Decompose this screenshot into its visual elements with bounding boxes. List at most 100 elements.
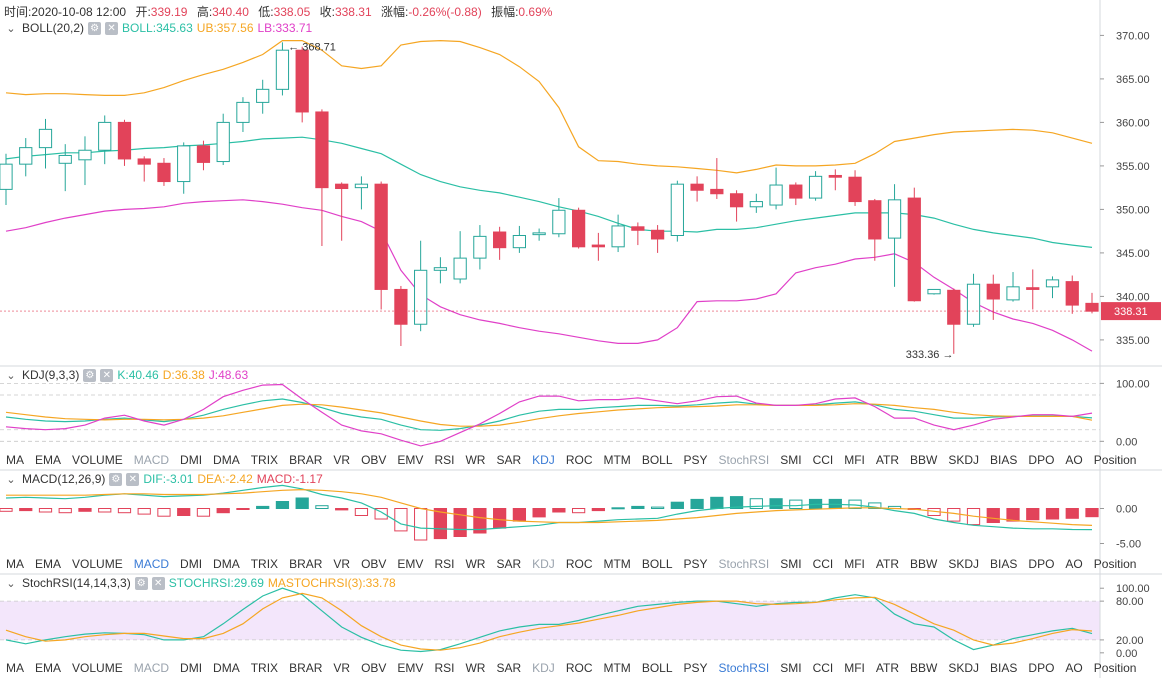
tab-position[interactable]: Position [1093,557,1137,571]
tab-mtm[interactable]: MTM [603,453,631,467]
tab-ma[interactable]: MA [6,661,24,675]
tab-emv[interactable]: EMV [397,453,424,467]
tab-atr[interactable]: ATR [875,453,900,467]
tab-macd[interactable]: MACD [133,557,170,571]
tab-skdj[interactable]: SKDJ [948,661,980,675]
tab-roc[interactable]: ROC [565,557,593,571]
tab-bias[interactable]: BIAS [990,557,1018,571]
tab-sar[interactable]: SAR [496,661,522,675]
tab-volume[interactable]: VOLUME [72,453,123,467]
tab-kdj[interactable]: KDJ [532,557,555,571]
close-icon[interactable]: ✕ [126,472,140,486]
tab-bbw[interactable]: BBW [910,661,938,675]
gear-icon[interactable]: ⚙ [109,472,123,486]
chevron-down-icon[interactable]: ⌄ [6,369,16,382]
tab-atr[interactable]: ATR [875,557,900,571]
tab-cci[interactable]: CCI [812,557,834,571]
tab-brar[interactable]: BRAR [289,557,323,571]
tab-ema[interactable]: EMA [35,557,62,571]
tab-smi[interactable]: SMI [780,557,802,571]
tab-atr[interactable]: ATR [875,661,900,675]
tab-stochrsi[interactable]: StochRSI [718,661,770,675]
tab-ma[interactable]: MA [6,453,24,467]
tab-rsi[interactable]: RSI [434,453,455,467]
gear-icon[interactable]: ⚙ [134,576,148,590]
tab-volume[interactable]: VOLUME [72,557,123,571]
tab-bbw[interactable]: BBW [910,557,938,571]
close-icon[interactable]: ✕ [151,576,165,590]
tab-mfi[interactable]: MFI [844,557,865,571]
tab-trix[interactable]: TRIX [250,661,279,675]
tab-obv[interactable]: OBV [361,557,387,571]
tab-dpo[interactable]: DPO [1028,661,1055,675]
tab-position[interactable]: Position [1093,661,1137,675]
close-icon[interactable]: ✕ [100,368,114,382]
chevron-down-icon[interactable]: ⌄ [6,22,16,35]
tab-dmi[interactable]: DMI [180,557,203,571]
tab-vr[interactable]: VR [333,557,351,571]
tab-stochrsi[interactable]: StochRSI [718,557,770,571]
tab-bbw[interactable]: BBW [910,453,938,467]
tab-ema[interactable]: EMA [35,661,62,675]
tab-stochrsi[interactable]: StochRSI [718,453,770,467]
tab-skdj[interactable]: SKDJ [948,453,980,467]
tab-boll[interactable]: BOLL [641,453,673,467]
tab-vr[interactable]: VR [333,453,351,467]
tab-dmi[interactable]: DMI [180,453,203,467]
tab-wr[interactable]: WR [465,557,486,571]
gear-icon[interactable]: ⚙ [83,368,97,382]
tab-rsi[interactable]: RSI [434,661,455,675]
tab-macd[interactable]: MACD [133,453,170,467]
chevron-down-icon[interactable]: ⌄ [6,473,16,486]
tab-mfi[interactable]: MFI [844,661,865,675]
tab-ao[interactable]: AO [1065,661,1083,675]
tab-position[interactable]: Position [1093,453,1137,467]
tab-brar[interactable]: BRAR [289,661,323,675]
tab-roc[interactable]: ROC [565,661,593,675]
chevron-down-icon[interactable]: ⌄ [6,577,16,590]
tab-dmi[interactable]: DMI [180,661,203,675]
tab-emv[interactable]: EMV [397,661,424,675]
tab-kdj[interactable]: KDJ [532,453,555,467]
tab-rsi[interactable]: RSI [434,557,455,571]
tab-cci[interactable]: CCI [812,453,834,467]
tab-dpo[interactable]: DPO [1028,453,1055,467]
close-icon[interactable]: ✕ [105,21,119,35]
tab-sar[interactable]: SAR [496,557,522,571]
tab-wr[interactable]: WR [465,453,486,467]
tab-ao[interactable]: AO [1065,557,1083,571]
tab-ao[interactable]: AO [1065,453,1083,467]
tab-emv[interactable]: EMV [397,557,424,571]
tab-trix[interactable]: TRIX [250,453,279,467]
gear-icon[interactable]: ⚙ [88,21,102,35]
tab-dpo[interactable]: DPO [1028,557,1055,571]
tab-psy[interactable]: PSY [683,661,708,675]
tab-skdj[interactable]: SKDJ [948,557,980,571]
tab-wr[interactable]: WR [465,661,486,675]
tab-boll[interactable]: BOLL [641,557,673,571]
tab-obv[interactable]: OBV [361,453,387,467]
tab-dma[interactable]: DMA [213,557,240,571]
tab-mfi[interactable]: MFI [844,453,865,467]
tab-dma[interactable]: DMA [213,661,240,675]
tab-boll[interactable]: BOLL [641,661,673,675]
tab-vr[interactable]: VR [333,661,351,675]
tab-psy[interactable]: PSY [683,453,708,467]
tab-macd[interactable]: MACD [133,661,170,675]
tab-sar[interactable]: SAR [496,453,522,467]
tab-ma[interactable]: MA [6,557,24,571]
tab-bias[interactable]: BIAS [990,453,1018,467]
tab-kdj[interactable]: KDJ [532,661,555,675]
tab-brar[interactable]: BRAR [289,453,323,467]
tab-smi[interactable]: SMI [780,453,802,467]
tab-cci[interactable]: CCI [812,661,834,675]
tab-roc[interactable]: ROC [565,453,593,467]
tab-mtm[interactable]: MTM [603,661,631,675]
tab-dma[interactable]: DMA [213,453,240,467]
tab-smi[interactable]: SMI [780,661,802,675]
tab-obv[interactable]: OBV [361,661,387,675]
tab-bias[interactable]: BIAS [990,661,1018,675]
tab-volume[interactable]: VOLUME [72,661,123,675]
tab-trix[interactable]: TRIX [250,557,279,571]
